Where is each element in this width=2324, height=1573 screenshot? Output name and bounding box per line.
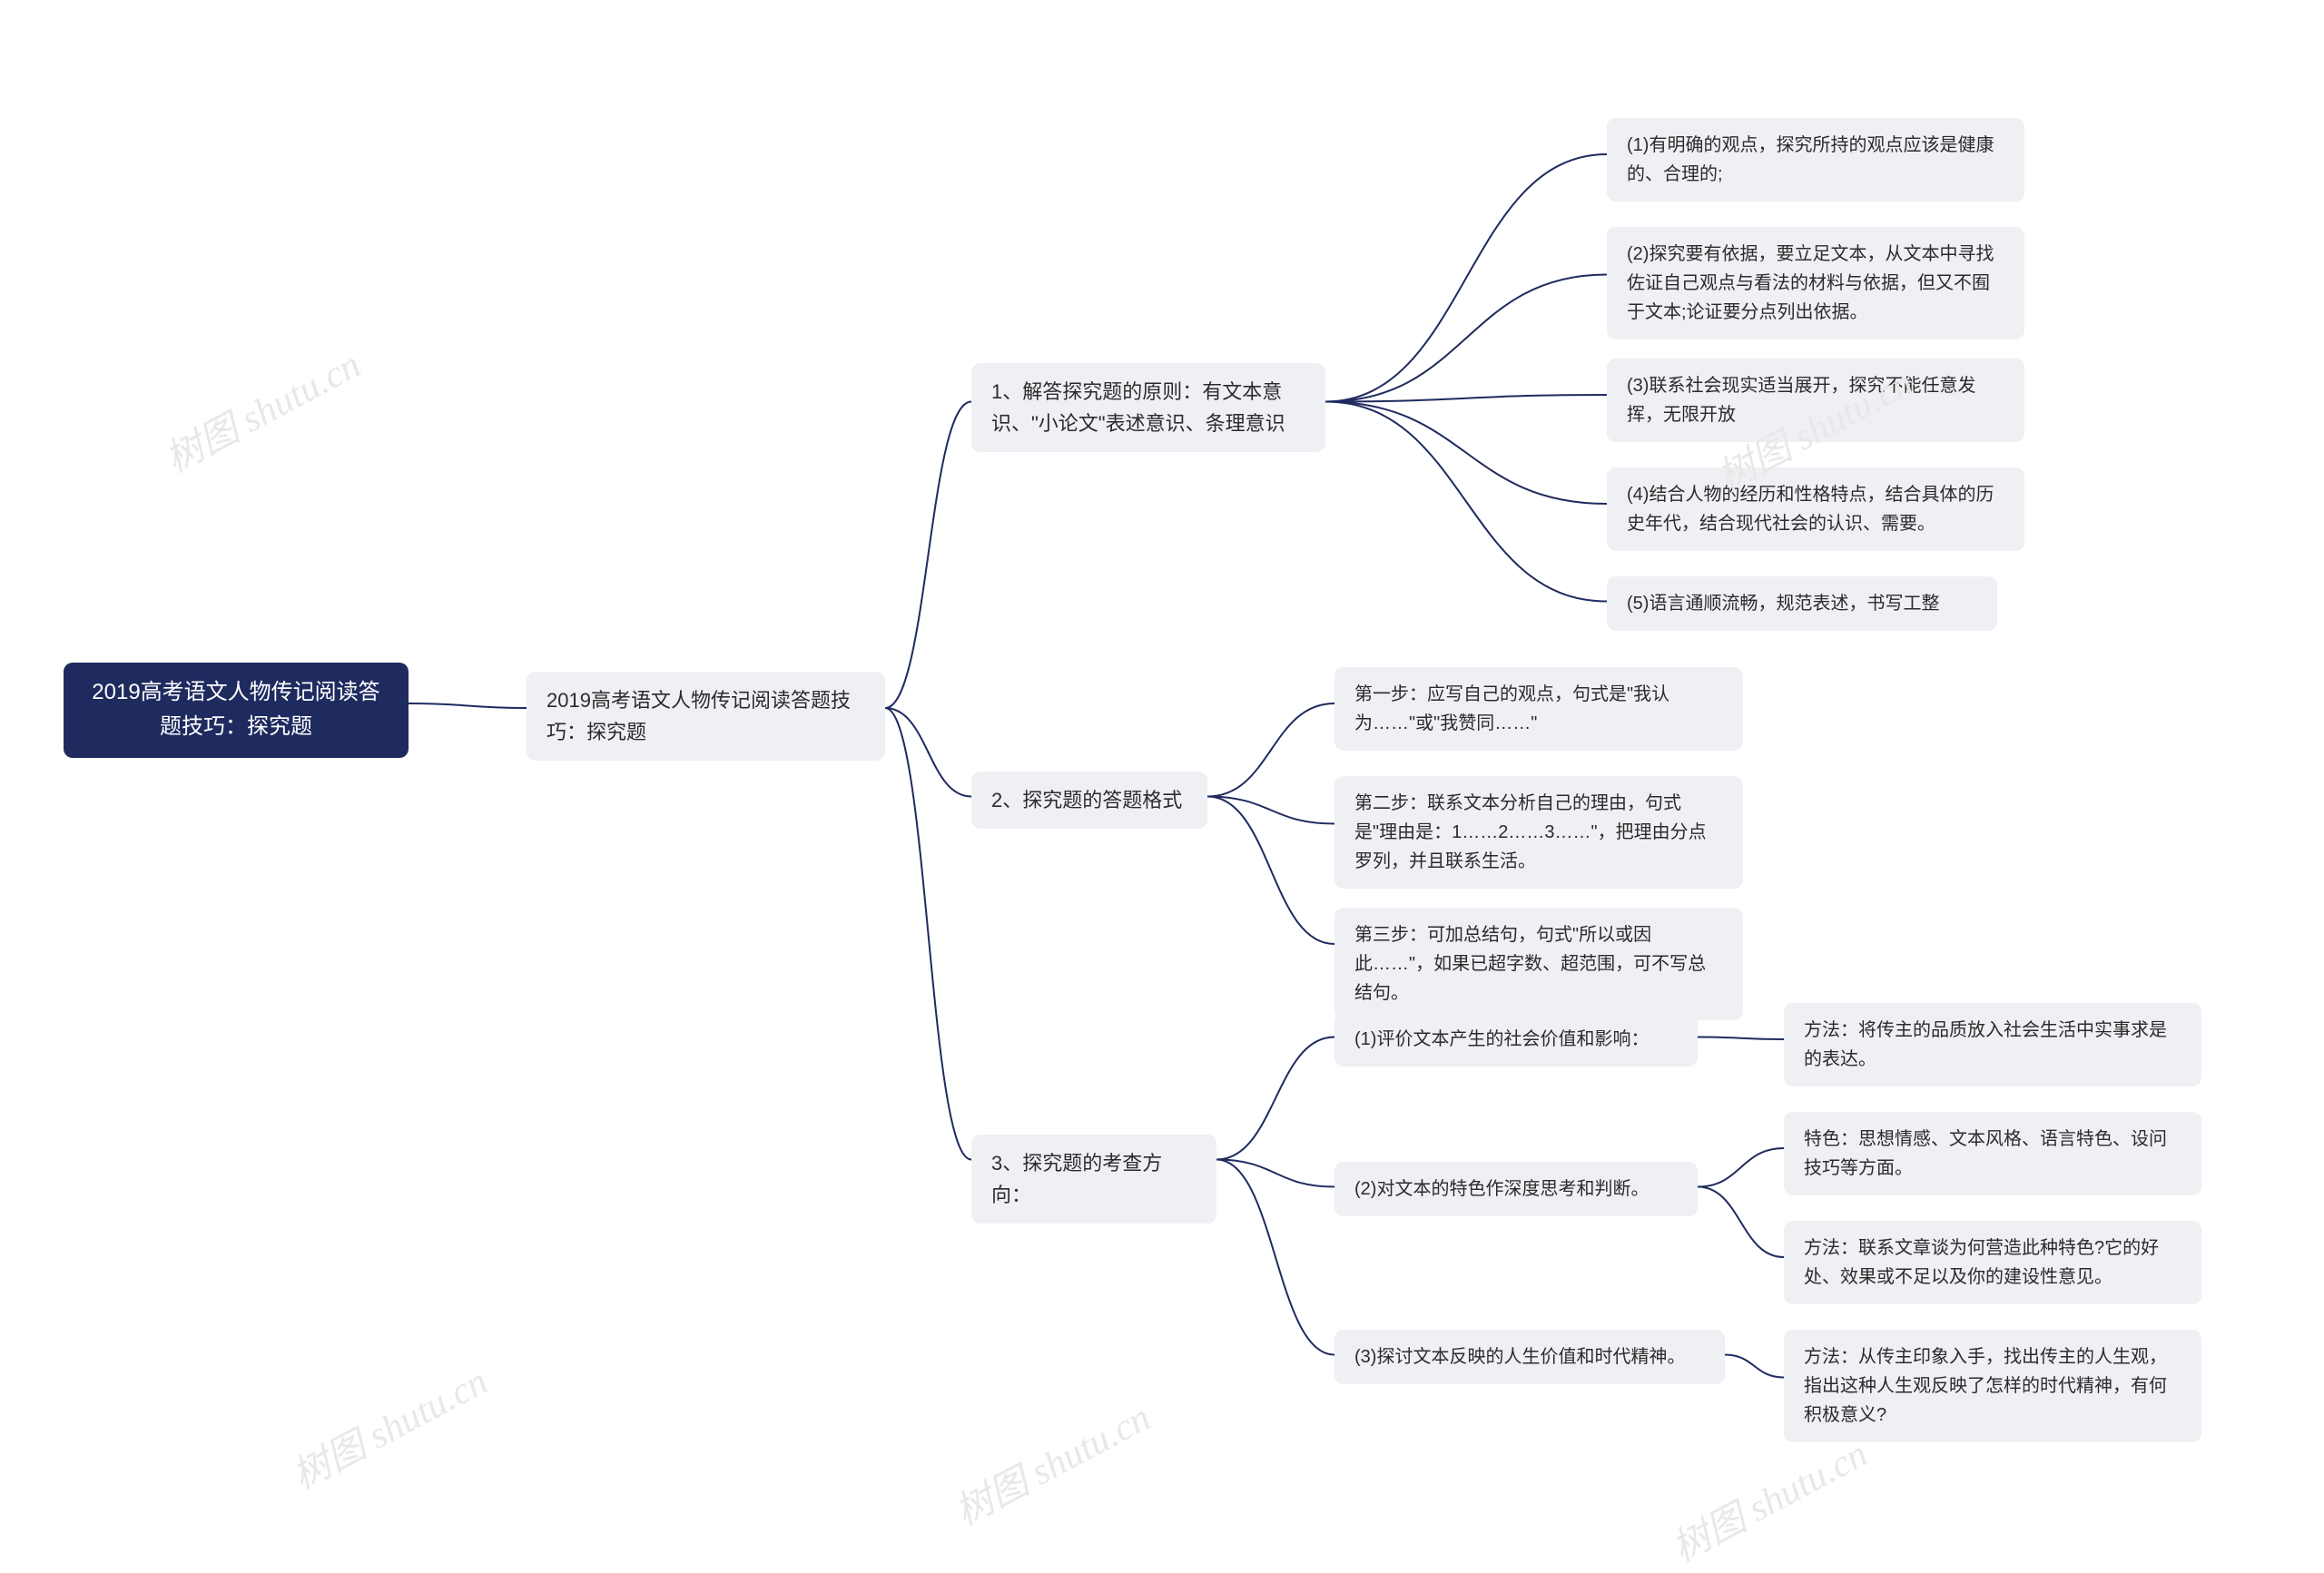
branch-b1-label: 1、解答探究题的原则：有文本意识、"小论文"表述意识、条理意识: [991, 376, 1305, 439]
leaf-b2-1: 第一步：应写自己的观点，句式是"我认为……"或"我赞同……": [1334, 667, 1743, 751]
watermark: 树图 shutu.cn: [943, 1387, 1158, 1536]
leaf-b1-2-label: (2)探究要有依据，要立足文本，从文本中寻找佐证自己观点与看法的材料与依据，但又…: [1627, 240, 2004, 327]
leaf-b3-2: (2)对文本的特色作深度思考和判断。: [1334, 1162, 1698, 1216]
leaf-b2-3: 第三步：可加总结句，句式"所以或因此……"，如果已超字数、超范围，可不写总结句。: [1334, 908, 1743, 1020]
leaf-b3-2-label: (2)对文本的特色作深度思考和判断。: [1354, 1175, 1649, 1204]
leaf-b1-3: (3)联系社会现实适当展开，探究不能任意发挥，无限开放: [1607, 359, 2024, 442]
root-label: 2019高考语文人物传记阅读答题技巧：探究题: [84, 675, 389, 745]
leaf-c1-1: 方法：将传主的品质放入社会生活中实事求是的表达。: [1784, 1003, 2201, 1086]
branch-b3: 3、探究题的考查方向：: [971, 1135, 1216, 1224]
watermark: 树图 shutu.cn: [1660, 1423, 1876, 1572]
leaf-c3-1: 方法：从传主印象入手，找出传主的人生观，指出这种人生观反映了怎样的时代精神，有何…: [1784, 1330, 2201, 1442]
root-node: 2019高考语文人物传记阅读答题技巧：探究题: [64, 663, 409, 758]
leaf-c3-1-label: 方法：从传主印象入手，找出传主的人生观，指出这种人生观反映了怎样的时代精神，有何…: [1804, 1342, 2181, 1430]
leaf-b2-1-label: 第一步：应写自己的观点，句式是"我认为……"或"我赞同……": [1354, 680, 1723, 738]
branch-b2-label: 2、探究题的答题格式: [991, 784, 1182, 816]
watermark: 树图 shutu.cn: [153, 334, 369, 483]
leaf-b3-3-label: (3)探讨文本反映的人生价值和时代精神。: [1354, 1342, 1685, 1371]
leaf-b1-1-label: (1)有明确的观点，探究所持的观点应该是健康的、合理的;: [1627, 131, 2004, 189]
leaf-b2-2: 第二步：联系文本分析自己的理由，句式是"理由是：1……2……3……"，把理由分点…: [1334, 776, 1743, 889]
leaf-b1-4-label: (4)结合人物的经历和性格特点，结合具体的历史年代，结合现代社会的认识、需要。: [1627, 480, 2004, 538]
leaf-b3-1-label: (1)评价文本产生的社会价值和影响：: [1354, 1025, 1649, 1054]
leaf-b2-3-label: 第三步：可加总结句，句式"所以或因此……"，如果已超字数、超范围，可不写总结句。: [1354, 920, 1723, 1008]
mindmap-canvas: 2019高考语文人物传记阅读答题技巧：探究题 2019高考语文人物传记阅读答题技…: [0, 0, 2324, 1517]
leaf-b1-3-label: (3)联系社会现实适当展开，探究不能任意发挥，无限开放: [1627, 371, 2004, 429]
leaf-b2-2-label: 第二步：联系文本分析自己的理由，句式是"理由是：1……2……3……"，把理由分点…: [1354, 789, 1723, 876]
leaf-b1-4: (4)结合人物的经历和性格特点，结合具体的历史年代，结合现代社会的认识、需要。: [1607, 467, 2024, 551]
branch-level1-label: 2019高考语文人物传记阅读答题技巧：探究题: [547, 684, 865, 748]
leaf-c2-2-label: 方法：联系文章谈为何营造此种特色?它的好处、效果或不足以及你的建设性意见。: [1804, 1234, 2181, 1292]
leaf-c2-2: 方法：联系文章谈为何营造此种特色?它的好处、效果或不足以及你的建设性意见。: [1784, 1221, 2201, 1304]
branch-level1: 2019高考语文人物传记阅读答题技巧：探究题: [527, 672, 885, 761]
branch-b3-label: 3、探究题的考查方向：: [991, 1147, 1196, 1211]
leaf-c2-1: 特色：思想情感、文本风格、语言特色、设问技巧等方面。: [1784, 1112, 2201, 1195]
leaf-b1-1: (1)有明确的观点，探究所持的观点应该是健康的、合理的;: [1607, 118, 2024, 202]
leaf-c2-1-label: 特色：思想情感、文本风格、语言特色、设问技巧等方面。: [1804, 1125, 2181, 1183]
leaf-b1-5: (5)语言通顺流畅，规范表述，书写工整: [1607, 576, 1997, 631]
leaf-b3-1: (1)评价文本产生的社会价值和影响：: [1334, 1012, 1698, 1067]
branch-b1: 1、解答探究题的原则：有文本意识、"小论文"表述意识、条理意识: [971, 363, 1325, 452]
leaf-b3-3: (3)探讨文本反映的人生价值和时代精神。: [1334, 1330, 1725, 1384]
leaf-b1-2: (2)探究要有依据，要立足文本，从文本中寻找佐证自己观点与看法的材料与依据，但又…: [1607, 227, 2024, 339]
watermark: 树图 shutu.cn: [281, 1351, 496, 1499]
leaf-b1-5-label: (5)语言通顺流畅，规范表述，书写工整: [1627, 589, 1939, 618]
branch-b2: 2、探究题的答题格式: [971, 772, 1207, 829]
leaf-c1-1-label: 方法：将传主的品质放入社会生活中实事求是的表达。: [1804, 1016, 2181, 1074]
